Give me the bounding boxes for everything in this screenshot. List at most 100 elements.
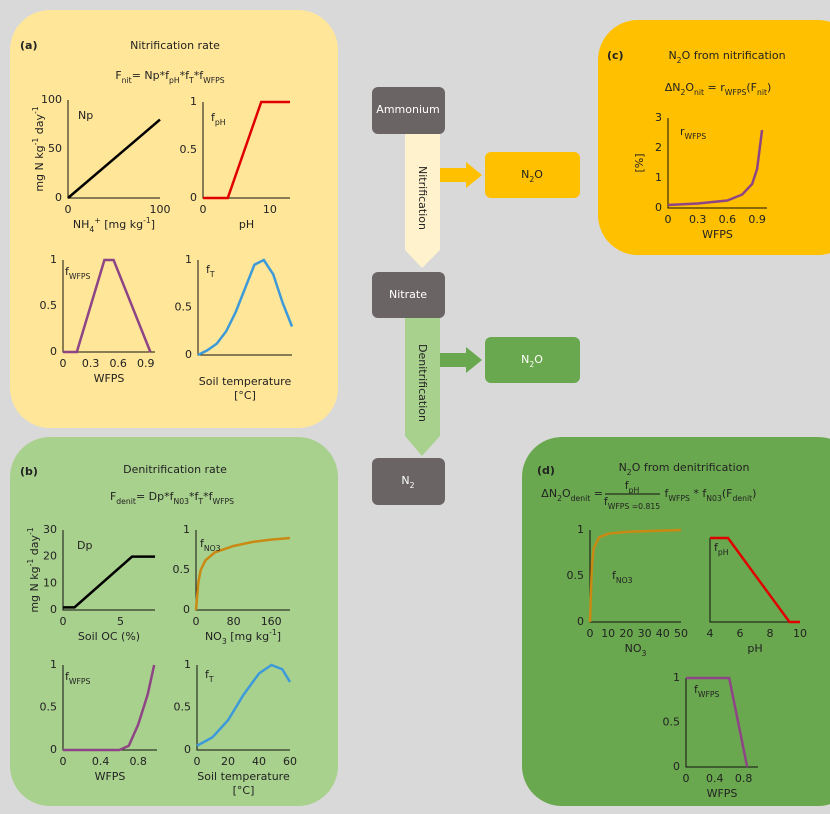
formula: Fdenit= Dp*fN03*fT*fWFPS (110, 490, 234, 506)
y-tick-label: 0.5 (175, 301, 193, 314)
text-part: f (200, 537, 205, 550)
plot-label: fWFPS (694, 683, 720, 699)
y-tick-label: 0 (577, 615, 584, 628)
text-part: O from nitrification (682, 49, 786, 62)
text-part: f (661, 487, 669, 500)
x-tick-label: 0.3 (689, 213, 707, 226)
x-tick-label: 0.9 (137, 357, 155, 370)
node-label: Ammonium (376, 103, 439, 116)
subscript: WFPS (203, 76, 225, 85)
text-part: O (534, 353, 543, 366)
subscript: WFPS (69, 677, 91, 686)
process-arrow (405, 318, 440, 456)
x-axis-label: Soil OC (%) (78, 630, 140, 643)
text-part: O (562, 487, 571, 500)
y-tick-label: 0.5 (40, 299, 58, 312)
subscript: pH (718, 548, 729, 557)
curve (667, 129, 764, 207)
text-part: [%] (633, 153, 646, 172)
x-tick-label: 0.4 (92, 755, 110, 768)
subscript: nit (757, 88, 767, 97)
subscript: 4 (89, 225, 94, 234)
y-tick-label: 0 (184, 743, 191, 756)
plot-label: Np (78, 109, 93, 122)
x-tick-label: 20 (619, 627, 633, 640)
text-part: = Dp*f (136, 490, 175, 503)
curve (196, 663, 292, 747)
x-axis-label: pH (747, 642, 762, 655)
text-part: WFPS (707, 787, 738, 800)
x-tick-label: 0 (587, 627, 594, 640)
text-part: mg N kg (28, 566, 41, 612)
subscript: T (209, 270, 215, 279)
text-part: ) (767, 81, 771, 94)
x-axis-label: [°C] (234, 389, 256, 402)
text-part: F (110, 490, 116, 503)
curve (686, 676, 749, 768)
x-tick-label: 0 (65, 203, 72, 216)
y-tick-label: 0 (673, 760, 680, 773)
x-axis-label: NO3 (625, 642, 647, 658)
x-axis-label: Soil temperature (197, 770, 290, 783)
text-part: ] (151, 218, 155, 231)
subscript: N03 (173, 497, 189, 506)
text-part: *f (194, 69, 205, 82)
text-part: N (619, 461, 627, 474)
x-tick-label: 10 (601, 627, 615, 640)
text-part: [°C] (233, 784, 255, 797)
y-tick-label: 0 (655, 201, 662, 214)
text-part: Np (78, 109, 93, 122)
text-part: Ammonium (376, 103, 439, 116)
x-tick-label: 0 (200, 203, 207, 216)
process-arrow (405, 134, 440, 268)
text-part: Soil temperature (197, 770, 290, 783)
text-part: * f (690, 487, 707, 500)
y-tick-label: 0.5 (174, 701, 192, 714)
subscript: nit (122, 76, 132, 85)
x-tick-label: 0 (60, 755, 67, 768)
subscript: 2 (677, 56, 682, 65)
y-tick-label: 0.5 (40, 701, 58, 714)
superscript: -1 (26, 527, 35, 535)
x-tick-label: 0 (683, 772, 690, 785)
text-part: f (65, 670, 70, 683)
text-part: Nitrate (389, 288, 427, 301)
x-tick-label: 40 (656, 627, 670, 640)
text-part: r (680, 125, 685, 138)
formula-denominator: fWFPS =0.815 (604, 495, 660, 511)
subscript: WFPS (212, 497, 234, 506)
x-tick-label: 8 (767, 627, 774, 640)
text-part: WFPS (95, 770, 126, 783)
superscript: -1 (269, 628, 277, 637)
x-tick-label: 160 (261, 615, 282, 628)
subscript: 2 (410, 481, 415, 490)
product-box (485, 337, 580, 383)
text-part: f (206, 263, 211, 276)
y-tick-label: 1 (184, 658, 191, 671)
text-part: pH (747, 642, 762, 655)
subscript: NO3 (204, 544, 221, 553)
x-tick-label: 4 (707, 627, 714, 640)
text-part: f (625, 479, 630, 492)
y-tick-label: 50 (48, 142, 62, 155)
curve (203, 100, 290, 200)
node-label: N2 (401, 474, 414, 490)
subscript: NO3 (616, 576, 633, 585)
panel-label: (b) (20, 465, 38, 478)
text-part: *f (180, 69, 191, 82)
text-part: = (590, 487, 603, 500)
plot-label: fWFPS (65, 265, 91, 281)
subscript: pH (215, 118, 226, 127)
axes (709, 538, 800, 623)
y-tick-label: 1 (50, 253, 57, 266)
subscript: WFPS (725, 88, 747, 97)
plot-label: Dp (77, 539, 92, 552)
plot-label: fT (206, 263, 215, 279)
text-part: ) (752, 487, 756, 500)
subscript: denit (571, 494, 591, 503)
panel-title: Denitrification rate (123, 463, 227, 476)
x-axis-label: Soil temperature (199, 375, 292, 388)
x-tick-label: 0 (194, 755, 201, 768)
superscript: -1 (31, 106, 40, 114)
